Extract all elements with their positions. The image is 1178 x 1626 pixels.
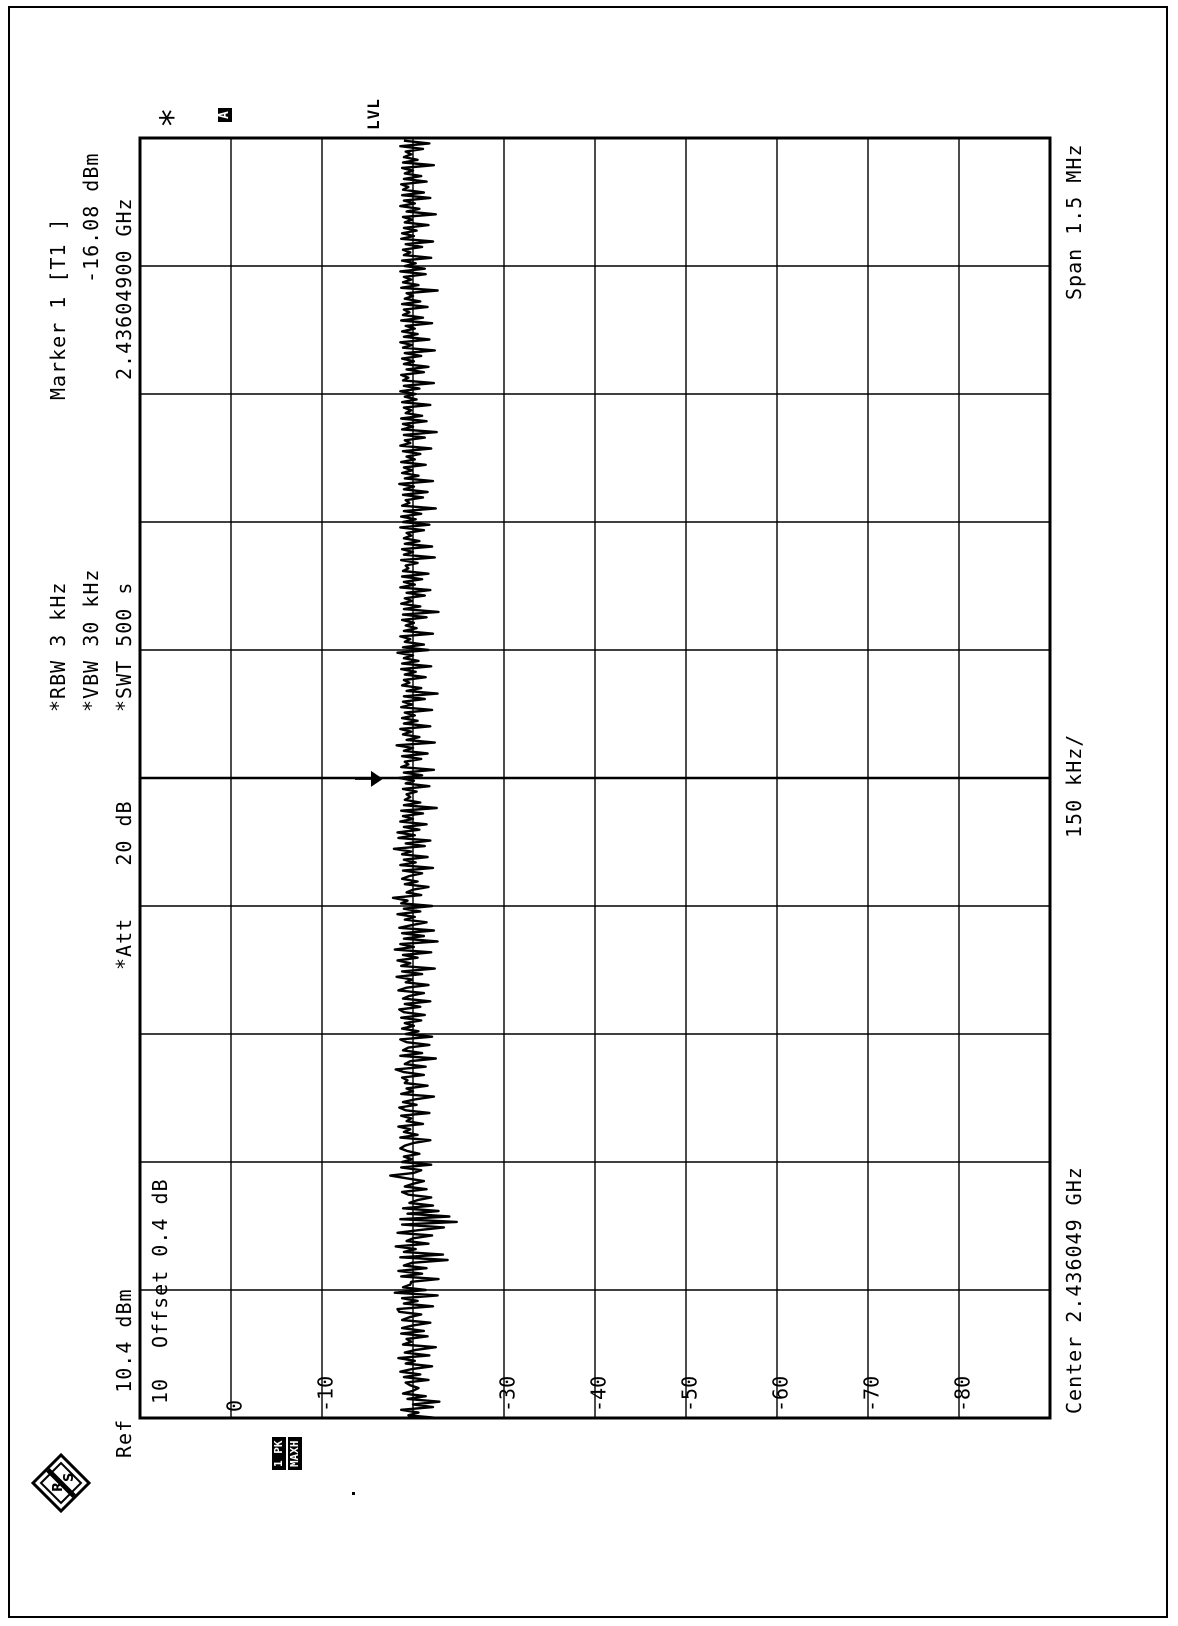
y-tick-label: -70 xyxy=(860,1376,884,1412)
y-tick-labels: 0 -10 -30 -40 -50 -60 -70 -80 xyxy=(223,1376,975,1412)
y-tick-label: 0 xyxy=(223,1400,247,1412)
svg-text:S: S xyxy=(62,1473,77,1482)
svg-text:R: R xyxy=(51,1482,66,1492)
y-tick-label: -80 xyxy=(951,1376,975,1412)
spectrum-display: Ref 10.4 dBm *Att 20 dB *RBW 3 kHz *VBW … xyxy=(0,48,1110,1518)
marker-triangle xyxy=(370,770,383,787)
stray-dot xyxy=(352,1492,355,1495)
spectrum-plot: 0 -10 -30 -40 -50 -60 -70 -80 xyxy=(138,136,1052,1420)
page-frame xyxy=(8,6,1168,1618)
y-tick-label: -40 xyxy=(587,1376,611,1412)
y-tick-label: -10 xyxy=(314,1376,338,1412)
grid xyxy=(140,138,1050,1418)
rohde-schwarz-logo: R S xyxy=(30,1452,92,1514)
marker-1 xyxy=(354,770,383,787)
y-tick-label: -60 xyxy=(769,1376,793,1412)
trace-line-series xyxy=(389,139,458,1420)
y-tick-label: -50 xyxy=(678,1376,702,1412)
y-tick-label: -30 xyxy=(496,1376,520,1412)
